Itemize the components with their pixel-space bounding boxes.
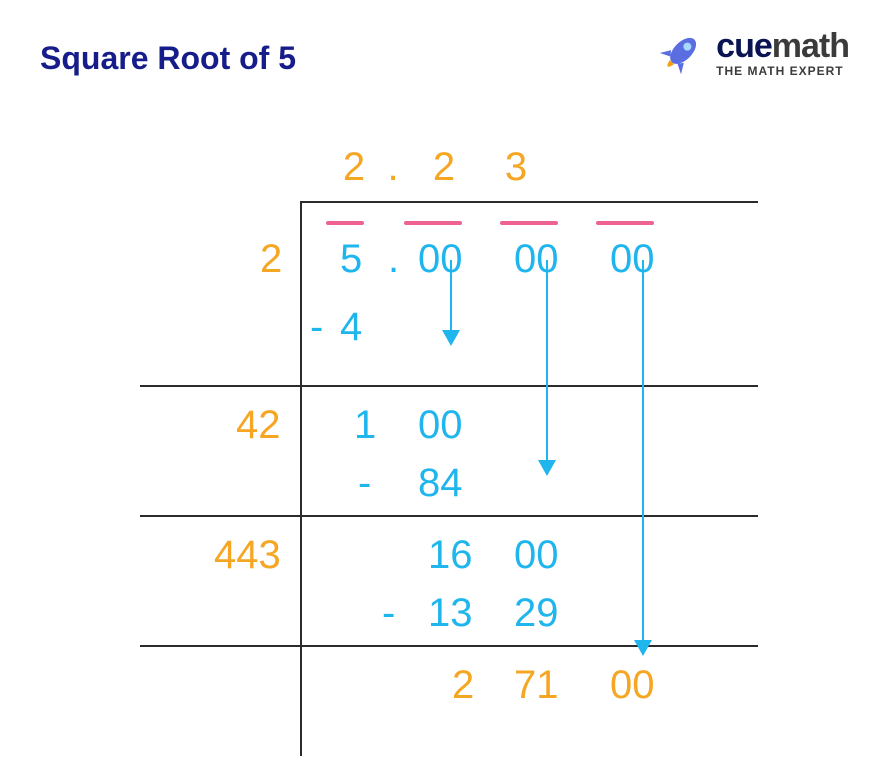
brand-logo: cuemath THE MATH EXPERT	[656, 28, 849, 78]
pair-bar	[404, 221, 462, 225]
subtrahend-part: 29	[514, 591, 559, 636]
divisor: 42	[236, 403, 281, 448]
brought-down: 00	[418, 403, 463, 448]
minus-sign: -	[382, 591, 395, 636]
dividend-group: 5	[340, 237, 362, 282]
step-line	[140, 385, 758, 387]
rocket-icon	[656, 28, 706, 78]
logo-cue: cue	[716, 27, 772, 65]
page-title: Square Root of 5	[40, 40, 296, 77]
remainder-carry: 1	[354, 403, 376, 448]
arrow-head-icon	[538, 460, 556, 476]
bring-down-arrow	[546, 260, 548, 460]
logo-tagline: THE MATH EXPERT	[716, 65, 849, 77]
bring-down-arrow	[642, 260, 644, 640]
dividend-group: 00	[418, 237, 463, 282]
pair-bar	[326, 221, 364, 225]
brought-down: 00	[514, 533, 559, 578]
logo-text: cuemath THE MATH EXPERT	[716, 29, 849, 77]
step-line	[140, 515, 758, 517]
arrow-head-icon	[634, 640, 652, 656]
division-vertical-bar	[300, 201, 302, 756]
remainder-carry: 16	[428, 533, 473, 578]
divisor: 2	[260, 237, 282, 282]
divisor: 443	[214, 533, 281, 578]
subtrahend: 4	[340, 305, 362, 350]
step-line	[140, 645, 758, 647]
subtrahend: 84	[418, 461, 463, 506]
minus-sign: -	[310, 305, 323, 350]
subtrahend-part: 13	[428, 591, 473, 636]
title-text: Square Root of 5	[40, 40, 296, 76]
arrow-head-icon	[442, 330, 460, 346]
pair-bar	[596, 221, 654, 225]
dividend-group: 00	[514, 237, 559, 282]
division-horizontal-bar	[300, 201, 758, 203]
final-remainder: 00	[610, 663, 655, 708]
pair-bar	[500, 221, 558, 225]
logo-wordmark: cuemath	[716, 29, 849, 63]
final-remainder: 2	[452, 663, 474, 708]
quotient: 2.23	[330, 145, 552, 190]
final-remainder: 71	[514, 663, 559, 708]
minus-sign: -	[358, 461, 371, 506]
dividend-group: .	[388, 237, 399, 282]
logo-math: math	[772, 27, 849, 65]
bring-down-arrow	[450, 260, 452, 330]
dividend-group: 00	[610, 237, 655, 282]
